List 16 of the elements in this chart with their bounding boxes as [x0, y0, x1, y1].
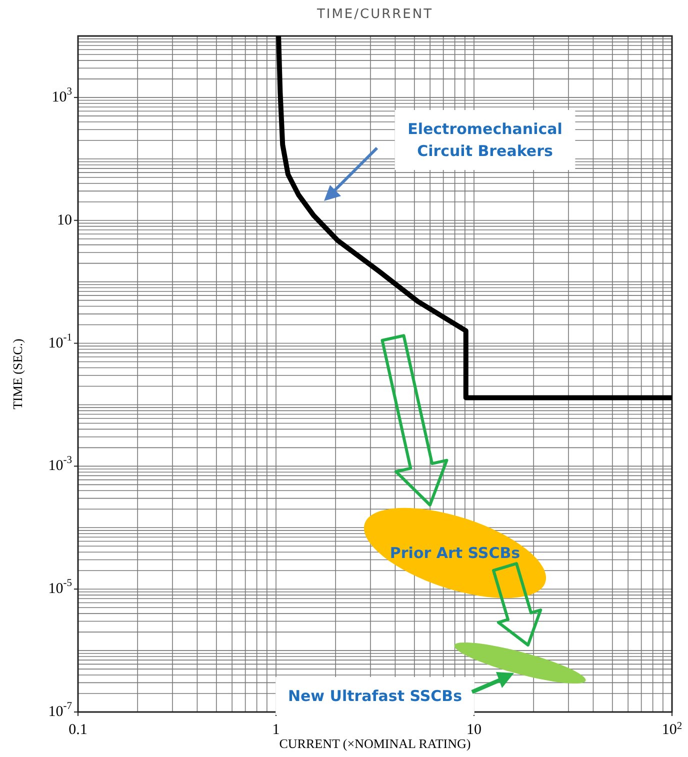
y-tick-label: 10$^{-3}$	[48, 455, 72, 474]
chart-title: TIME/CURRENT	[316, 7, 434, 22]
y-tick-label: 10$^{-7}$	[48, 701, 72, 720]
annotation: Electromechanical Circuit Breakers	[408, 120, 562, 160]
y-tick-label: 10$^{3}$	[52, 86, 72, 106]
x-tick-label: 10$^{2}$	[662, 720, 682, 738]
y-tick-label: 10$^{-5}$	[48, 578, 72, 598]
y-tick-label: 10$^{-1}$	[48, 332, 72, 352]
y-tick-label: 10	[57, 212, 72, 228]
x-tick-label: 1	[272, 722, 280, 738]
y-axis-title: TIME (SEC.)	[10, 338, 25, 410]
x-tick-label: 10	[466, 722, 482, 738]
x-tick-label: 0.1	[68, 722, 88, 738]
annotation: New Ultrafast SSCBs	[288, 687, 462, 705]
x-axis-title: CURRENT (×NOMINAL RATING)	[279, 736, 471, 751]
annotation: Prior Art SSCBs	[390, 544, 520, 562]
